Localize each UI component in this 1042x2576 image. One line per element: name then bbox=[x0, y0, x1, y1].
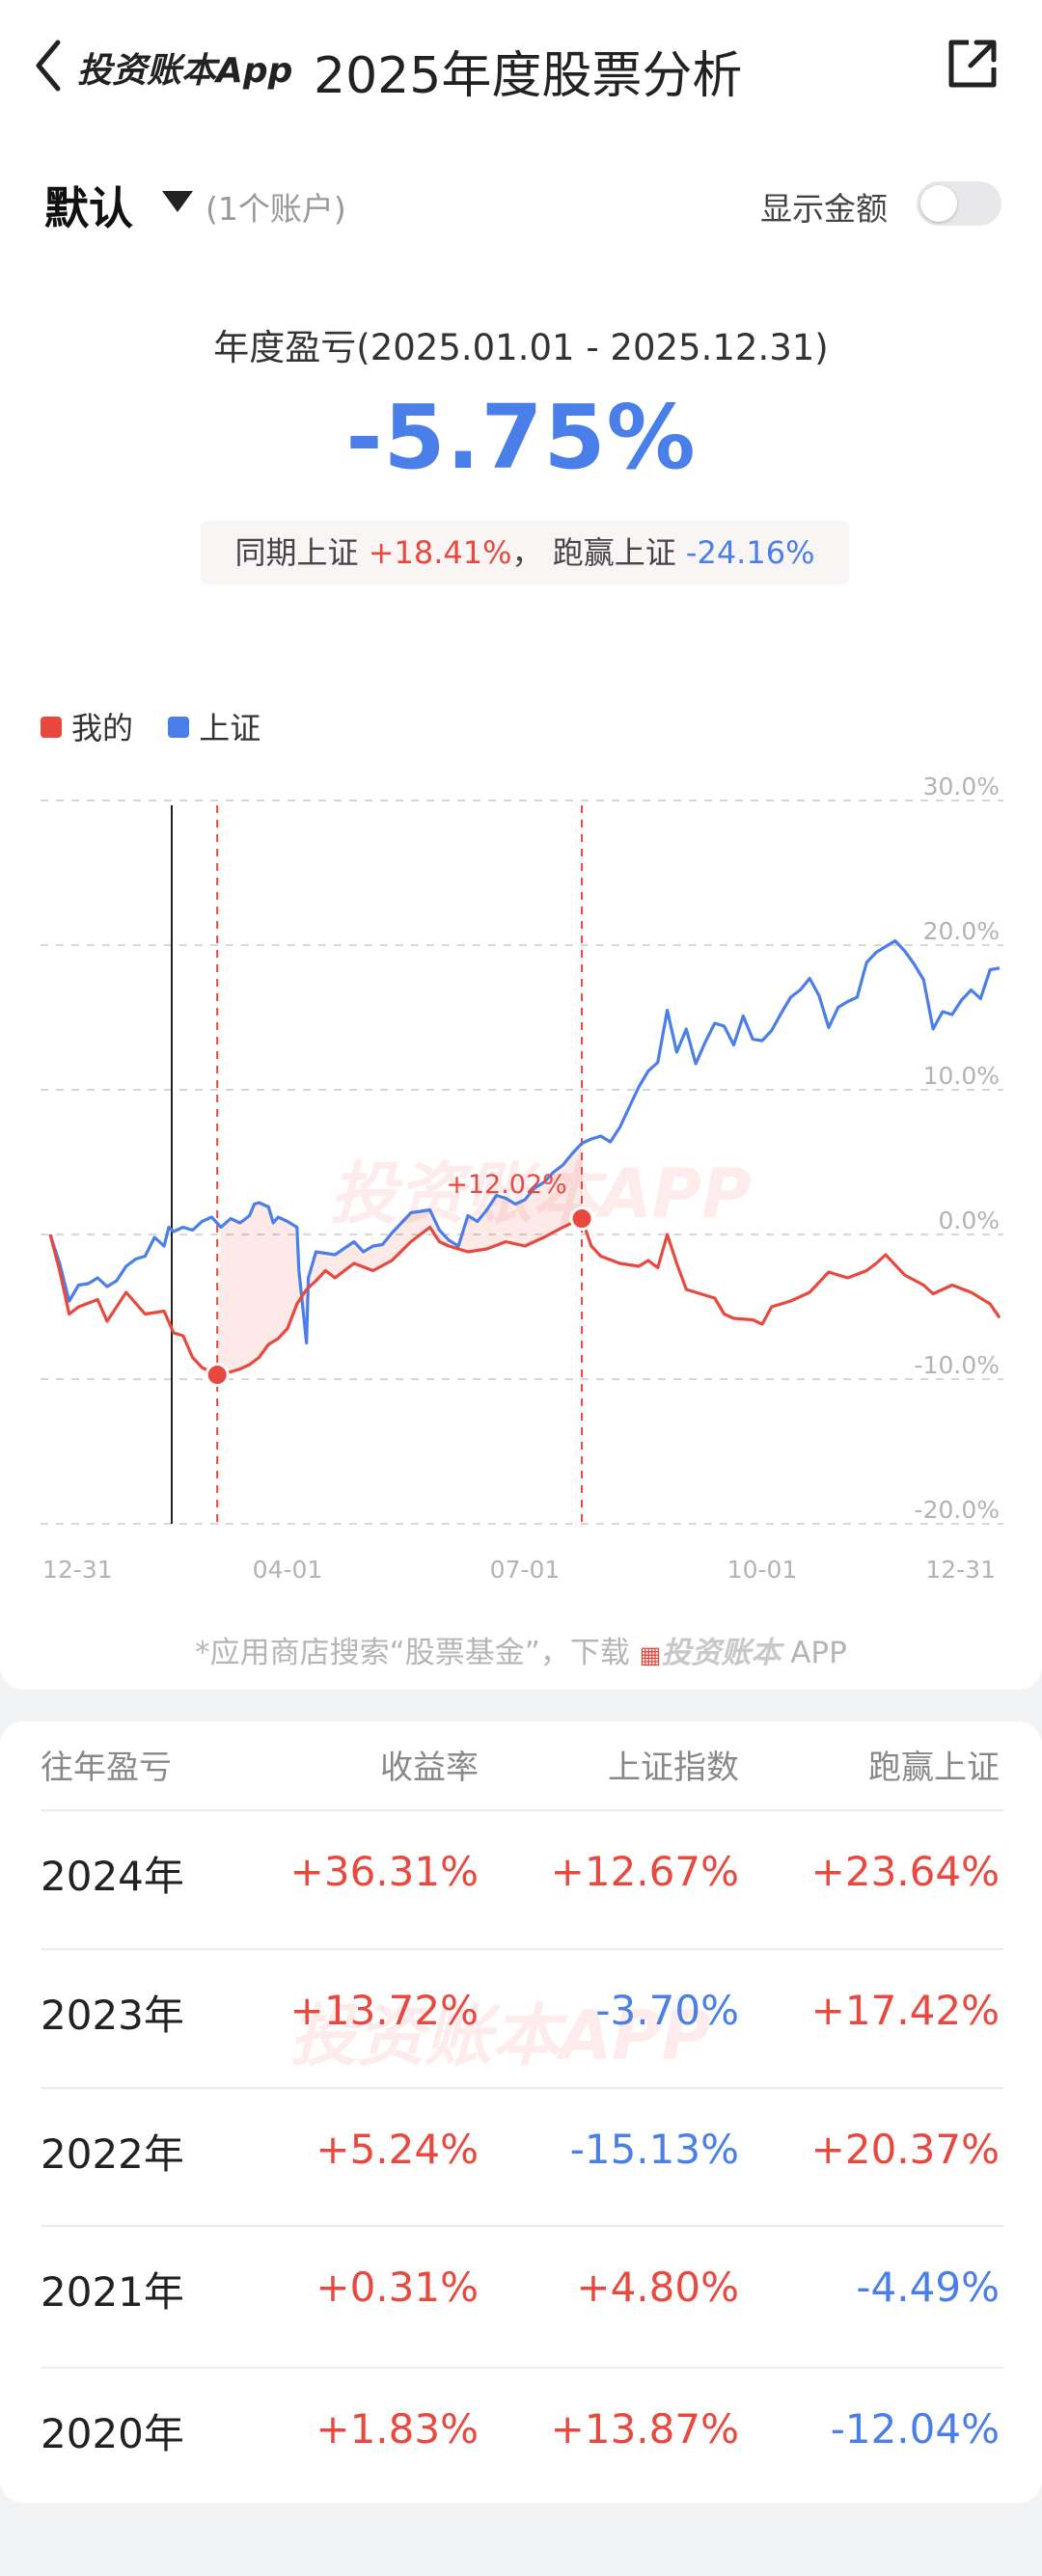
footnote-text: *应用商店搜索“股票基金”，下载 bbox=[195, 1636, 630, 1670]
table-cell-ret: +1.83% bbox=[315, 2405, 479, 2453]
page-title: 2025年度股票分析 bbox=[314, 47, 743, 105]
y-tick-label: -10.0% bbox=[915, 1351, 1000, 1379]
table-header: 跑赢上证 bbox=[868, 1749, 1000, 1787]
account-count: (1个账户) bbox=[206, 190, 346, 228]
row-year: 2022年 bbox=[41, 2130, 184, 2178]
legend-swatch-index bbox=[168, 717, 190, 738]
table-cell-beat: +23.64% bbox=[810, 1848, 1000, 1895]
table-cell-ret: +5.24% bbox=[315, 2126, 479, 2173]
drawdown-marker bbox=[205, 1363, 230, 1387]
table-cell-ret: +36.31% bbox=[289, 1848, 479, 1895]
show-amount-toggle[interactable] bbox=[917, 181, 1001, 226]
row-year: 2020年 bbox=[41, 2410, 184, 2457]
x-tick-label: 10-01 bbox=[727, 1556, 798, 1584]
table-cell-ret: +0.31% bbox=[315, 2264, 479, 2311]
table-header: 上证指数 bbox=[608, 1749, 739, 1787]
x-tick-label: 07-01 bbox=[490, 1556, 561, 1584]
top-nav-bar: 投资账本App 2025年度股票分析 bbox=[0, 0, 1042, 130]
y-tick-label: 20.0% bbox=[923, 917, 1000, 945]
history-table-card bbox=[0, 1722, 1042, 2503]
legend-label-mine: 我的 bbox=[71, 710, 134, 746]
y-tick-label: 30.0% bbox=[923, 773, 1000, 800]
x-tick-label: 04-01 bbox=[253, 1556, 323, 1584]
account-selector[interactable]: 默认 bbox=[44, 182, 133, 234]
row-divider bbox=[41, 1948, 1003, 1950]
footnote-brand: 投资账本 bbox=[661, 1636, 782, 1670]
annual-return: -5.75% bbox=[345, 386, 697, 489]
table-header: 收益率 bbox=[380, 1749, 479, 1787]
y-tick-label: 0.0% bbox=[938, 1207, 1000, 1234]
comparison-separator: ， bbox=[511, 534, 543, 571]
legend-item-mine[interactable]: 我的 bbox=[41, 710, 133, 746]
brand-logo-icon: ▦ bbox=[639, 1641, 662, 1668]
legend-swatch-mine bbox=[41, 717, 62, 738]
series-line-index bbox=[48, 938, 1001, 1345]
row-divider bbox=[41, 2087, 1003, 2089]
series-line-mine bbox=[48, 1216, 1001, 1377]
table-cell-index: -15.13% bbox=[569, 2126, 739, 2173]
benchmark-comparison: 同期上证 +18.41%， 跑赢上证 -24.16% bbox=[201, 521, 849, 584]
table-cell-index: +13.87% bbox=[550, 2405, 739, 2453]
x-tick-label: 12-31 bbox=[42, 1556, 113, 1584]
row-year: 2024年 bbox=[41, 1853, 184, 1900]
beat-value: -24.16% bbox=[685, 534, 815, 571]
return-chart[interactable]: 30.0% 20.0% 10.0% 0.0% -10.0% -20.0% 12-31 04-0… bbox=[0, 762, 1042, 1591]
table-cell-beat: +17.42% bbox=[810, 1987, 1000, 2034]
show-amount-label: 显示金额 bbox=[760, 190, 888, 228]
table-cell-ret: +13.72% bbox=[289, 1987, 479, 2034]
drawdown-annotation: +12.02% bbox=[446, 1170, 567, 1200]
y-tick-label: 10.0% bbox=[923, 1062, 1000, 1090]
row-divider bbox=[41, 1809, 1003, 1811]
row-divider bbox=[41, 2367, 1003, 2369]
table-cell-index: +4.80% bbox=[576, 2264, 739, 2311]
row-year: 2023年 bbox=[41, 1992, 184, 2039]
table-cell-index: -3.70% bbox=[595, 1987, 739, 2034]
caret-down-icon[interactable] bbox=[162, 191, 193, 212]
table-cell-beat: +20.37% bbox=[810, 2126, 1000, 2173]
legend-label-index: 上证 bbox=[199, 710, 261, 746]
share-icon[interactable] bbox=[946, 37, 1000, 91]
footnote-suffix: APP bbox=[790, 1636, 847, 1670]
benchmark-value: +18.41% bbox=[368, 534, 512, 571]
chart-watermark: 投资账本APP bbox=[330, 1154, 752, 1234]
analysis-card bbox=[0, 0, 1042, 1690]
app-logo: 投资账本App bbox=[77, 51, 293, 91]
row-divider bbox=[41, 2225, 1003, 2227]
beat-label: 跑赢上证 bbox=[552, 534, 676, 571]
table-header: 往年盈亏 bbox=[41, 1749, 172, 1787]
x-tick-label: 12-31 bbox=[925, 1556, 996, 1584]
drawdown-marker bbox=[569, 1207, 594, 1231]
legend-item-index[interactable]: 上证 bbox=[168, 710, 260, 746]
drawdown-area bbox=[217, 1143, 583, 1375]
table-cell-index: +12.67% bbox=[550, 1848, 739, 1895]
y-tick-label: -20.0% bbox=[915, 1496, 1000, 1524]
table-cell-beat: -4.49% bbox=[856, 2264, 1000, 2311]
benchmark-label: 同期上证 bbox=[234, 534, 359, 571]
chart-legend: 我的 上证 bbox=[41, 704, 286, 748]
watermark: 投资账本APP bbox=[289, 1996, 711, 2075]
footnote: *应用商店搜索“股票基金”，下载 ▦投资账本 APP bbox=[0, 1628, 1042, 1671]
toggle-knob bbox=[920, 185, 957, 222]
chevron-left-icon[interactable] bbox=[33, 37, 62, 95]
period-label: 年度盈亏(2025.01.01 - 2025.12.31) bbox=[213, 327, 829, 368]
table-cell-beat: -12.04% bbox=[830, 2405, 1000, 2453]
row-year: 2021年 bbox=[41, 2268, 184, 2316]
